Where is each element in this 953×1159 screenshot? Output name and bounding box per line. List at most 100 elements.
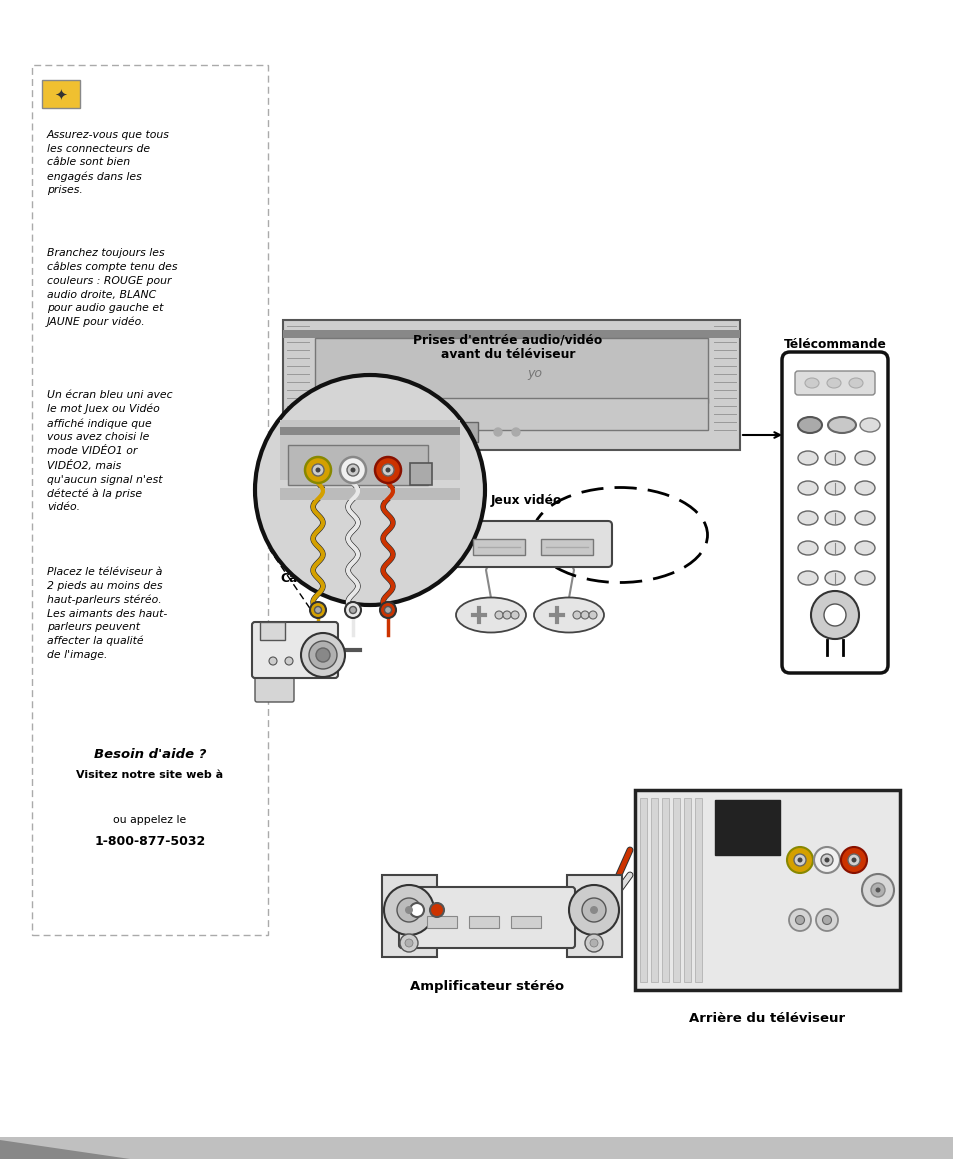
Circle shape [502, 611, 511, 619]
Ellipse shape [797, 481, 817, 495]
Circle shape [580, 611, 588, 619]
Bar [635, 790, 899, 990]
Circle shape [847, 854, 859, 866]
Circle shape [384, 885, 434, 935]
Ellipse shape [824, 511, 844, 525]
Bar [280, 420, 459, 480]
Ellipse shape [854, 571, 874, 585]
Ellipse shape [854, 511, 874, 525]
Text: Jeux vidéo: Jeux vidéo [490, 494, 561, 506]
Circle shape [375, 457, 400, 483]
Bar [566, 875, 621, 957]
Circle shape [821, 854, 832, 866]
Bar [381, 875, 436, 957]
Ellipse shape [797, 417, 821, 433]
Ellipse shape [804, 378, 818, 388]
Circle shape [589, 906, 598, 914]
Circle shape [254, 376, 484, 605]
FancyBboxPatch shape [449, 522, 612, 567]
Circle shape [813, 847, 840, 873]
Circle shape [511, 611, 518, 619]
Ellipse shape [854, 541, 874, 555]
Ellipse shape [848, 378, 862, 388]
Bar [639, 799, 646, 982]
Text: yo: yo [526, 366, 541, 379]
Circle shape [405, 906, 413, 914]
FancyBboxPatch shape [254, 670, 294, 702]
Circle shape [399, 934, 417, 952]
Circle shape [797, 858, 801, 862]
Ellipse shape [456, 598, 525, 633]
Circle shape [810, 591, 858, 639]
Bar [280, 488, 459, 500]
Ellipse shape [797, 571, 817, 585]
FancyBboxPatch shape [781, 352, 887, 673]
Circle shape [815, 909, 837, 931]
Circle shape [410, 903, 423, 917]
Circle shape [495, 611, 502, 619]
Circle shape [314, 606, 321, 613]
Text: ou appelez le: ou appelez le [113, 815, 187, 825]
Circle shape [309, 641, 336, 669]
Ellipse shape [854, 481, 874, 495]
Circle shape [350, 467, 355, 473]
Circle shape [396, 898, 420, 923]
Bar [314, 338, 707, 403]
Circle shape [573, 611, 580, 619]
Ellipse shape [824, 541, 844, 555]
Text: 1-800-877-5032: 1-800-877-5032 [94, 834, 206, 848]
Bar [672, 799, 679, 982]
Circle shape [795, 916, 803, 925]
Circle shape [379, 602, 395, 618]
Circle shape [788, 909, 810, 931]
Ellipse shape [797, 451, 817, 465]
Text: Assurez-vous que tous
les connecteurs de
câble sont bien
engagés dans les
prises: Assurez-vous que tous les connecteurs de… [47, 130, 170, 195]
Bar [650, 799, 658, 982]
Circle shape [793, 854, 805, 866]
Bar [457, 422, 477, 442]
Circle shape [512, 428, 519, 436]
Bar [427, 916, 456, 928]
Circle shape [823, 604, 845, 626]
Ellipse shape [826, 378, 841, 388]
Circle shape [589, 939, 598, 947]
Bar [410, 462, 432, 484]
Ellipse shape [824, 571, 844, 585]
Circle shape [588, 611, 597, 619]
Polygon shape [0, 1140, 130, 1159]
Bar [469, 916, 498, 928]
Text: ✦: ✦ [54, 87, 68, 102]
Bar [511, 916, 540, 928]
Ellipse shape [859, 418, 879, 432]
FancyBboxPatch shape [398, 887, 575, 948]
Ellipse shape [827, 417, 855, 433]
Bar [283, 330, 740, 338]
Bar [32, 65, 268, 935]
Circle shape [875, 888, 880, 892]
Ellipse shape [797, 511, 817, 525]
Circle shape [870, 883, 884, 897]
Bar [473, 539, 524, 555]
Circle shape [315, 467, 320, 473]
Circle shape [584, 934, 602, 952]
Bar [280, 427, 459, 435]
Text: Branchez toujours les
câbles compte tenu des
couleurs : ROUGE pour
audio droite,: Branchez toujours les câbles compte tenu… [47, 248, 177, 328]
Circle shape [315, 648, 330, 662]
Circle shape [285, 657, 293, 665]
Circle shape [494, 428, 501, 436]
Bar [314, 398, 707, 430]
Text: Caméscope: Caméscope [280, 573, 358, 585]
Circle shape [851, 858, 856, 862]
Ellipse shape [797, 541, 817, 555]
Circle shape [581, 898, 605, 923]
Text: Arrière du téléviseur: Arrière du téléviseur [688, 1012, 844, 1025]
Bar [0, 1137, 953, 1159]
Circle shape [381, 464, 394, 476]
Circle shape [312, 464, 324, 476]
Circle shape [310, 602, 326, 618]
Bar [283, 320, 740, 450]
Bar [683, 799, 690, 982]
Circle shape [305, 457, 331, 483]
Text: Besoin d'aide ?: Besoin d'aide ? [93, 748, 206, 761]
Text: Télécommande: Télécommande [782, 338, 885, 351]
